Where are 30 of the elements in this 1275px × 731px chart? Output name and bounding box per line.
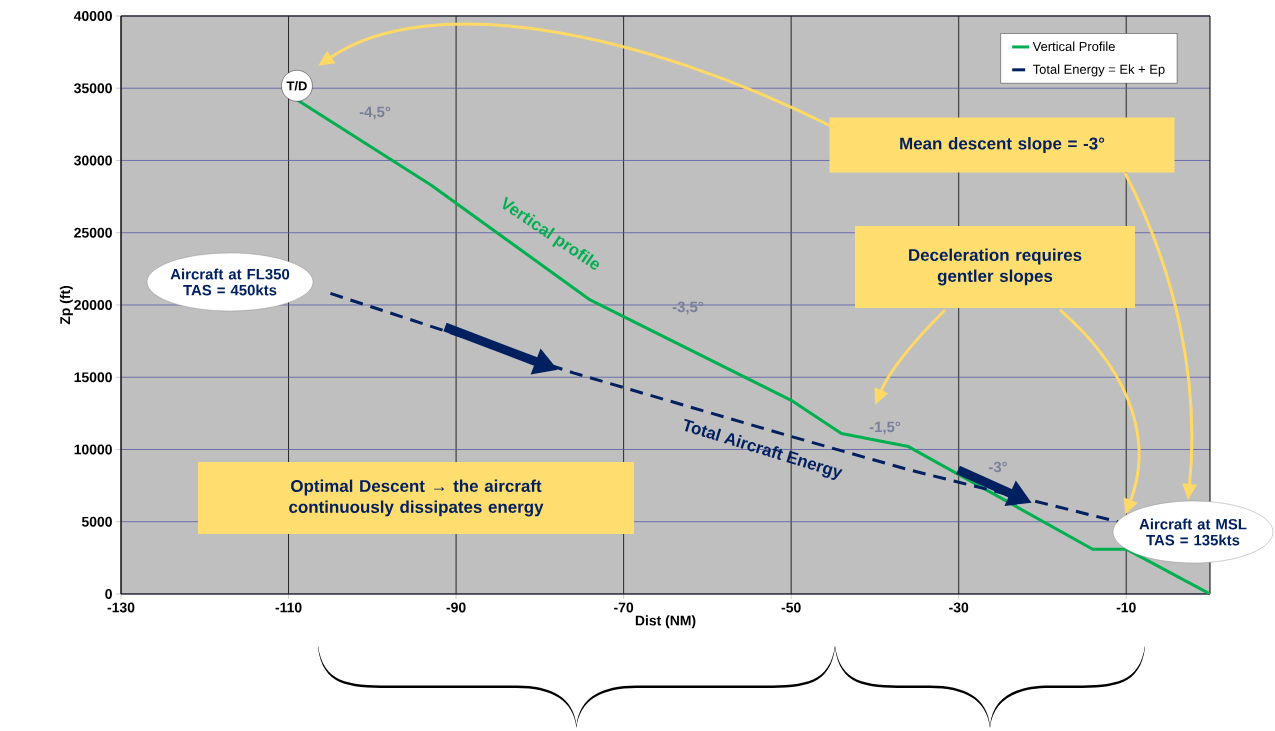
y-tick-label: 15000 (74, 372, 112, 383)
annotation: -1,5° (869, 421, 901, 435)
y-axis-title: Zp (ft) (59, 285, 73, 325)
annotation: T/D (286, 80, 307, 91)
annotation: -3,5° (672, 301, 704, 315)
annotation: Aircraft at FL350 TAS = 450kts (170, 268, 290, 296)
annotation: Optimal Descent → the aircraft continuously dissipates energy (289, 479, 544, 517)
y-tick-label: 10000 (74, 444, 112, 455)
x-tick-label: -110 (275, 602, 302, 613)
y-tick-label: 25000 (74, 227, 112, 238)
annotation: Deceleration requires gentler slopes (909, 248, 1082, 286)
legend-label: Total Energy = Ek + Ep (1032, 64, 1165, 77)
x-tick-label: -130 (107, 602, 135, 613)
x-tick-label: -70 (614, 602, 634, 613)
y-tick-label: 0 (105, 589, 112, 599)
y-tick-label: 20000 (74, 300, 112, 310)
annotation: -3° (988, 461, 1007, 473)
y-tick-label: 35000 (74, 83, 112, 94)
annotation: Mean descent slope = -3° (900, 137, 1105, 153)
x-tick-label: -10 (1116, 602, 1136, 613)
annotation: Aircraft at MSL TAS = 135kts (1139, 518, 1247, 546)
annotation: -4,5° (359, 106, 391, 120)
x-tick-label: -90 (446, 602, 466, 613)
x-axis-title: Dist (NM) (635, 615, 696, 629)
legend-label: Vertical Profile (1032, 41, 1115, 52)
x-tick-label: -50 (781, 602, 801, 613)
y-tick-label: 40000 (73, 11, 112, 21)
y-tick-label: 30000 (74, 155, 112, 166)
x-tick-label: -30 (949, 602, 969, 613)
y-tick-label: 5000 (81, 516, 112, 527)
